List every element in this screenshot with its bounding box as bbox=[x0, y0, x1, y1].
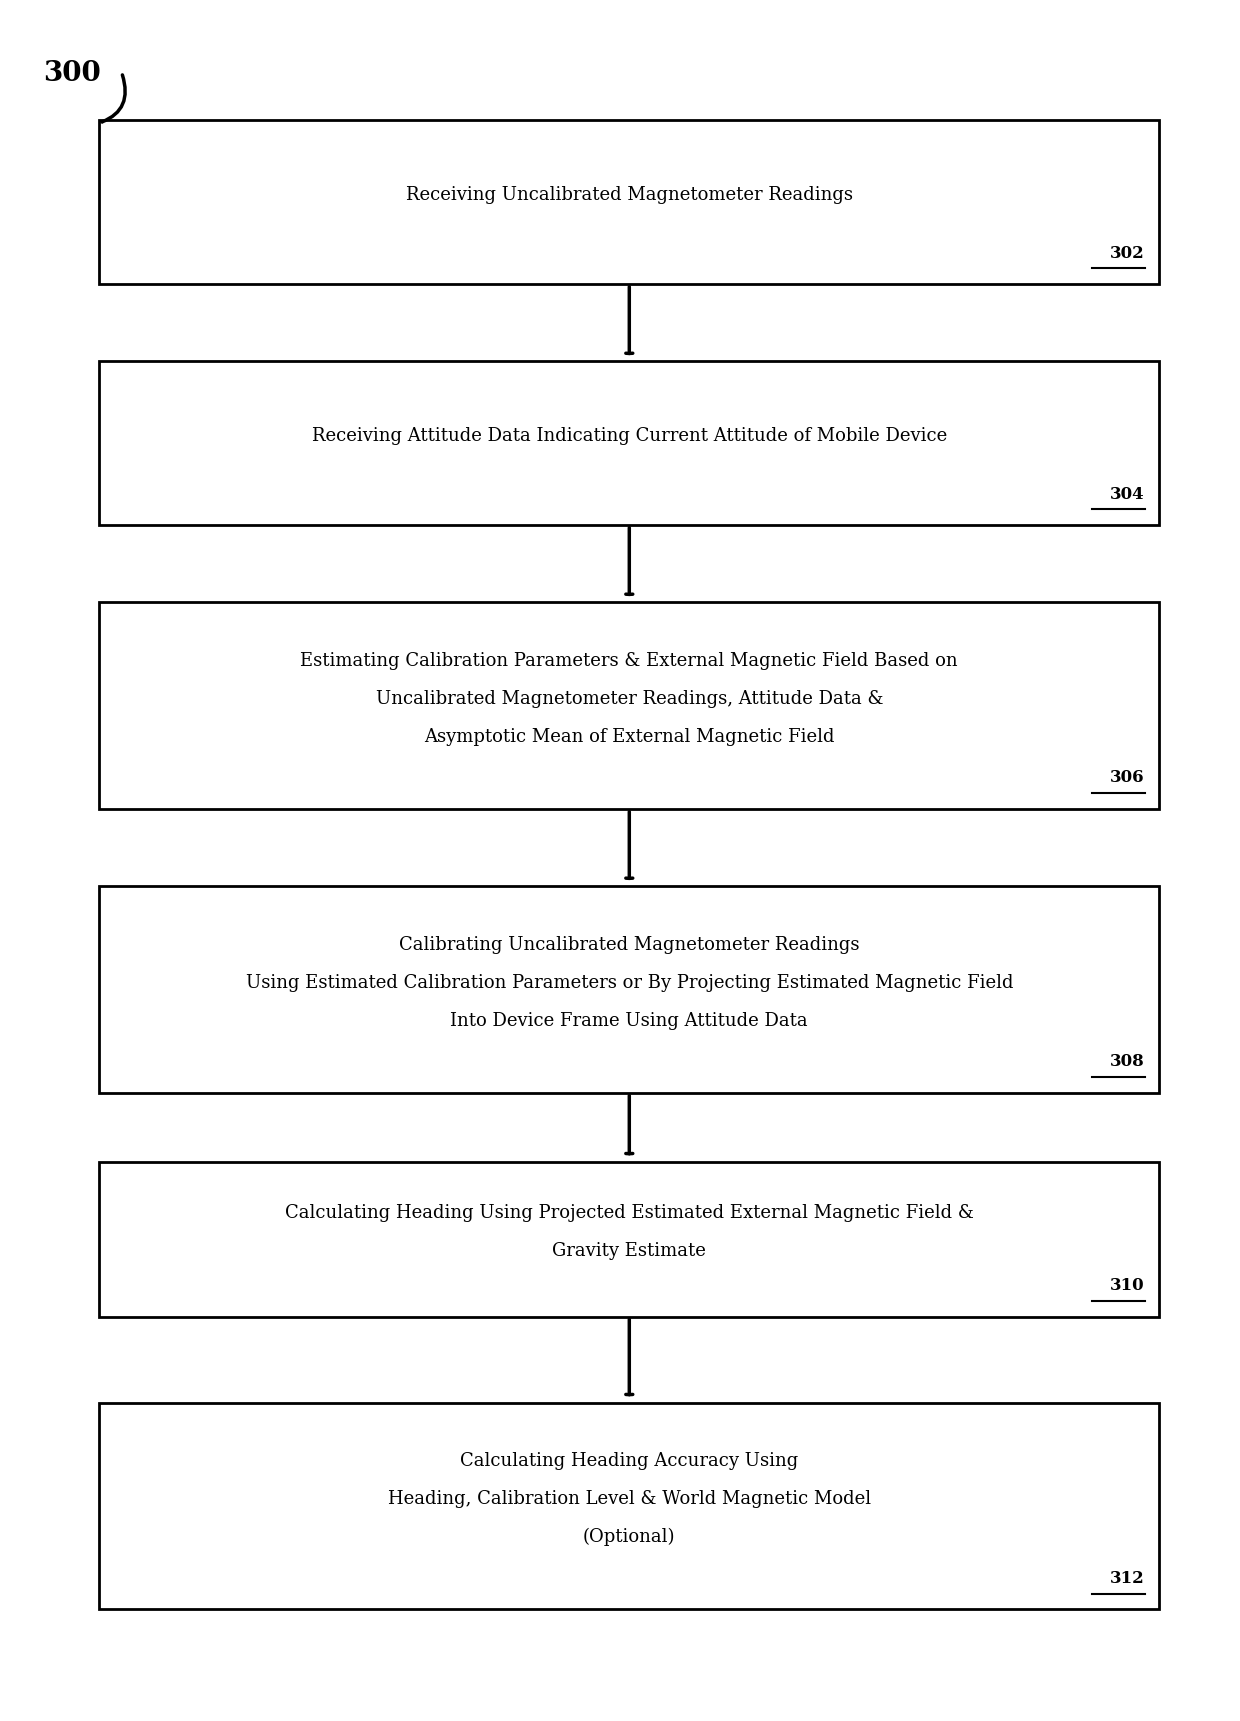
FancyBboxPatch shape bbox=[99, 602, 1159, 809]
Text: 312: 312 bbox=[1110, 1570, 1145, 1587]
FancyBboxPatch shape bbox=[99, 120, 1159, 284]
Text: Gravity Estimate: Gravity Estimate bbox=[552, 1243, 707, 1260]
Text: 310: 310 bbox=[1110, 1277, 1145, 1294]
FancyBboxPatch shape bbox=[99, 361, 1159, 525]
Text: Calculating Heading Accuracy Using: Calculating Heading Accuracy Using bbox=[460, 1453, 799, 1470]
Text: 308: 308 bbox=[1110, 1053, 1145, 1070]
Text: Receiving Uncalibrated Magnetometer Readings: Receiving Uncalibrated Magnetometer Read… bbox=[405, 186, 853, 205]
Text: 304: 304 bbox=[1110, 485, 1145, 503]
Text: Calibrating Uncalibrated Magnetometer Readings: Calibrating Uncalibrated Magnetometer Re… bbox=[399, 936, 859, 953]
Text: (Optional): (Optional) bbox=[583, 1528, 676, 1545]
FancyBboxPatch shape bbox=[99, 1403, 1159, 1609]
Text: Uncalibrated Magnetometer Readings, Attitude Data &: Uncalibrated Magnetometer Readings, Atti… bbox=[376, 690, 883, 707]
Text: 300: 300 bbox=[43, 60, 102, 88]
Text: 302: 302 bbox=[1110, 244, 1145, 262]
FancyArrowPatch shape bbox=[102, 76, 125, 122]
FancyBboxPatch shape bbox=[99, 886, 1159, 1093]
FancyBboxPatch shape bbox=[99, 1162, 1159, 1317]
Text: Calculating Heading Using Projected Estimated External Magnetic Field &: Calculating Heading Using Projected Esti… bbox=[285, 1205, 973, 1222]
Text: Asymptotic Mean of External Magnetic Field: Asymptotic Mean of External Magnetic Fie… bbox=[424, 728, 835, 745]
Text: 306: 306 bbox=[1110, 769, 1145, 786]
Text: Into Device Frame Using Attitude Data: Into Device Frame Using Attitude Data bbox=[450, 1012, 808, 1029]
Text: Receiving Attitude Data Indicating Current Attitude of Mobile Device: Receiving Attitude Data Indicating Curre… bbox=[311, 427, 947, 446]
Text: Using Estimated Calibration Parameters or By Projecting Estimated Magnetic Field: Using Estimated Calibration Parameters o… bbox=[246, 974, 1013, 991]
Text: Heading, Calibration Level & World Magnetic Model: Heading, Calibration Level & World Magne… bbox=[388, 1490, 870, 1508]
Text: Estimating Calibration Parameters & External Magnetic Field Based on: Estimating Calibration Parameters & Exte… bbox=[300, 652, 959, 669]
